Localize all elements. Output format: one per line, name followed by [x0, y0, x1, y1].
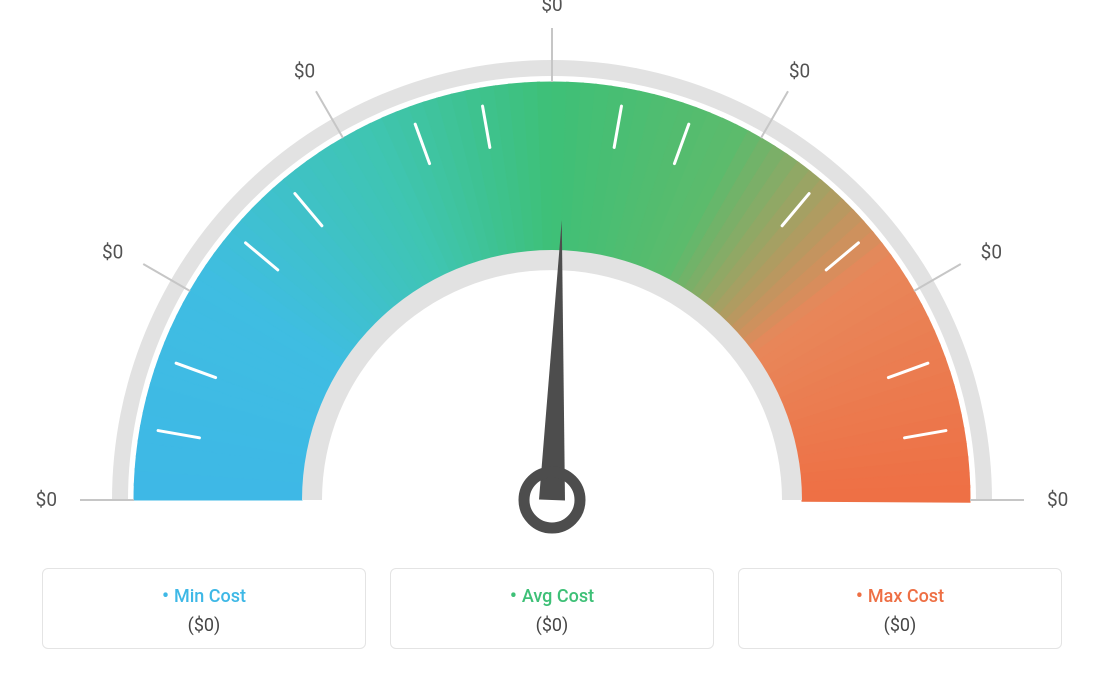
legend-card: Min Cost ($0): [42, 568, 366, 649]
gauge-tick-label: $0: [294, 59, 315, 82]
gauge-tick-label: $0: [1047, 488, 1068, 511]
gauge-tick-label: $0: [36, 488, 57, 511]
gauge-chart: $0 $0 $0 $0 $0 $0 $0: [0, 0, 1104, 560]
legend-label: Avg Cost: [401, 583, 703, 607]
legend-card: Max Cost ($0): [738, 568, 1062, 649]
legend-label: Min Cost: [53, 583, 355, 607]
legend-value: ($0): [401, 615, 703, 636]
legend-card: Avg Cost ($0): [390, 568, 714, 649]
legend-row: Min Cost ($0) Avg Cost ($0) Max Cost ($0): [42, 560, 1062, 649]
gauge-svg: $0 $0 $0 $0 $0 $0 $0: [0, 0, 1104, 560]
legend-value: ($0): [749, 615, 1051, 636]
gauge-tick-label: $0: [541, 0, 562, 16]
legend-value: ($0): [53, 615, 355, 636]
legend-label: Max Cost: [749, 583, 1051, 607]
gauge-tick-label: $0: [102, 241, 123, 264]
gauge-tick-label: $0: [789, 59, 810, 82]
gauge-tick-label: $0: [981, 241, 1002, 264]
